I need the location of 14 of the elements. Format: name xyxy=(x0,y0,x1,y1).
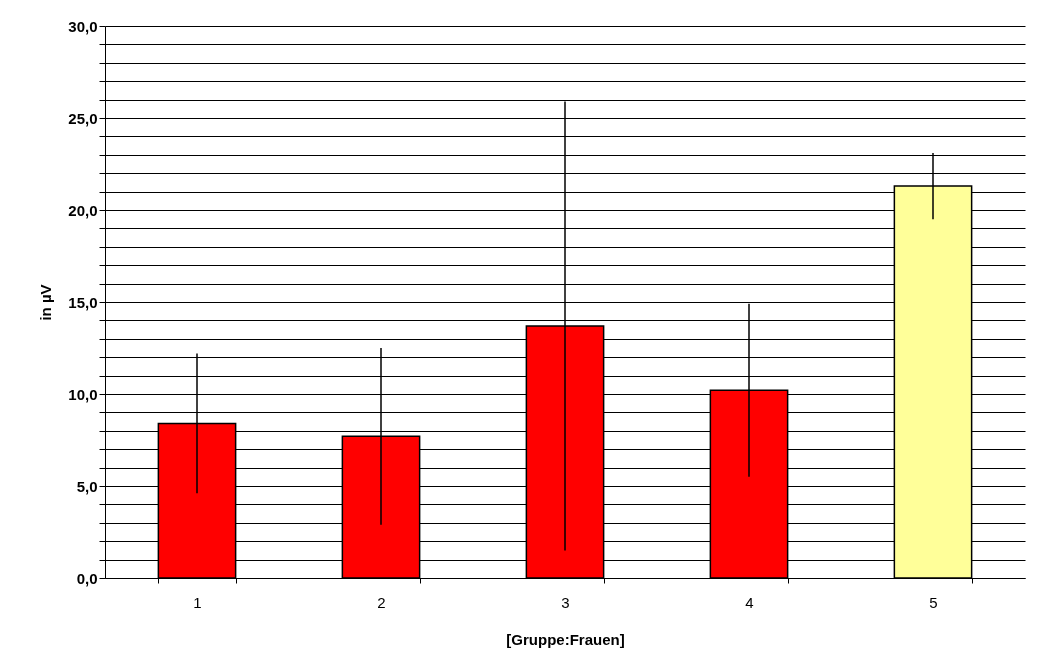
x-tick-label: 1 xyxy=(193,593,202,611)
x-axis-title: [Gruppe:Frauen] xyxy=(506,630,625,648)
y-tick-label: 30,0 xyxy=(68,17,98,35)
y-axis-title: in µV xyxy=(37,284,55,321)
y-tick-label: 0,0 xyxy=(76,569,98,587)
y-tick-label: 25,0 xyxy=(68,109,98,127)
x-tick-label: 5 xyxy=(929,593,938,611)
y-tick-label: 20,0 xyxy=(68,201,98,219)
y-tick-label: 15,0 xyxy=(68,293,98,311)
x-tick-label: 4 xyxy=(745,593,754,611)
y-tick-label: 10,0 xyxy=(68,385,98,403)
x-tick-label: 3 xyxy=(561,593,570,611)
x-tick-label: 2 xyxy=(377,593,386,611)
y-tick-label: 5,0 xyxy=(76,477,98,495)
